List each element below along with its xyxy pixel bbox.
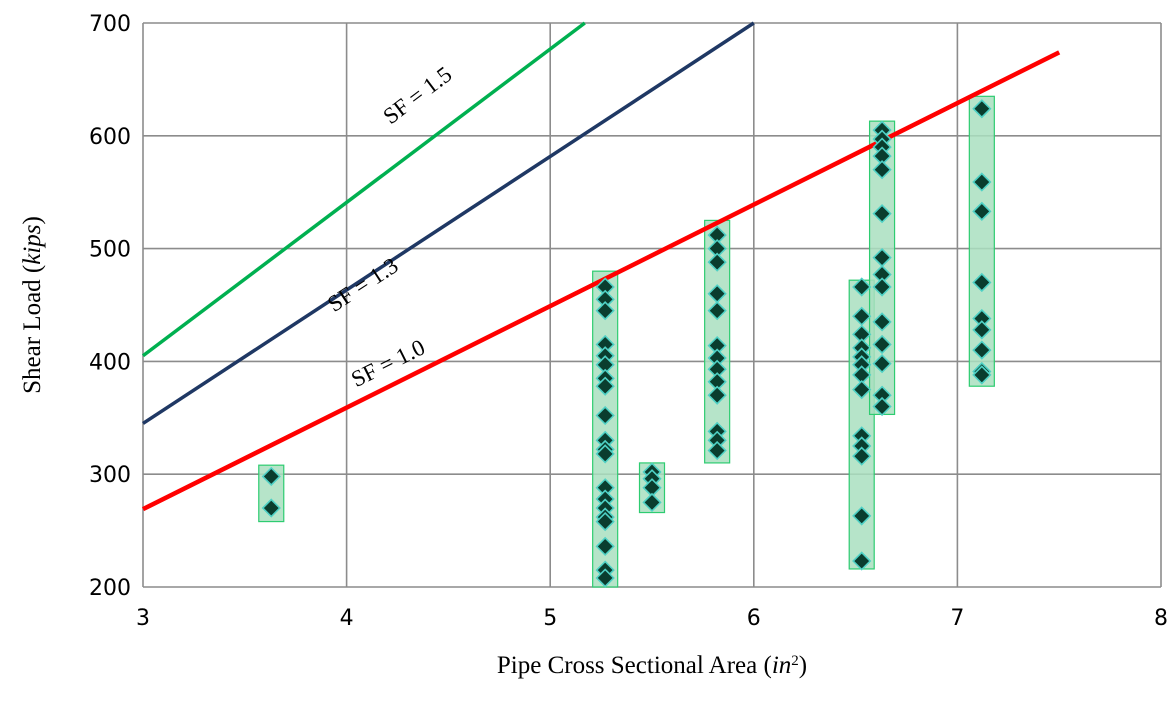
line-labels: SF = 1.5 SF = 1.3 SF = 1.0 [323,62,456,392]
data-point-marker [595,511,615,532]
data-point-marker [972,99,992,119]
data-point-marker [595,405,615,426]
sf-line-label: SF = 1.0 [347,334,429,392]
sf-line-label: SF = 1.3 [323,253,403,317]
sf-line [141,21,586,358]
y-tick-label: 300 [89,463,131,488]
data-point-marker [852,551,872,571]
data-point-marker [707,301,727,321]
x-axis-title: Pipe Cross Sectional Area (in2) [497,652,807,679]
data-point-marker [972,320,992,340]
x-tick-label: 3 [136,606,150,631]
tick-labels: 3 4 5 6 7 8 200 300 400 500 600 700 [89,12,1168,631]
data-point-marker [872,277,892,297]
data-point-marker [872,160,892,180]
data-point-marker [595,376,615,396]
safety-factor-lines [141,21,1061,512]
sf-line [142,21,755,425]
x-tick-label: 5 [543,606,557,631]
range-box [592,270,619,588]
data-point-marker [852,446,872,466]
data-point-marker [972,340,992,360]
x-tick-label: 8 [1154,606,1168,631]
y-tick-label: 600 [89,125,131,150]
data-point-marker [261,498,281,518]
data-point-marker [852,506,872,526]
x-tick-label: 7 [950,606,964,631]
data-point-marker [852,379,872,400]
sf-line [141,50,1061,512]
y-tick-label: 500 [89,238,131,263]
data-point-marker [707,440,727,461]
data-point-marker [642,492,662,513]
data-point-marker [595,301,615,321]
data-point-marker [872,396,892,417]
data-point-marker [872,204,892,224]
sf-line-label: SF = 1.5 [378,62,456,129]
y-tick-label: 700 [89,12,131,37]
y-tick-label: 400 [89,350,131,375]
data-point-marker [972,365,992,385]
data-point-marker [972,272,992,293]
y-tick-label: 200 [89,576,131,601]
data-points [261,99,992,588]
x-tick-label: 6 [747,606,761,631]
x-tick-label: 4 [340,606,354,631]
data-point-marker [595,568,615,588]
data-point-marker [707,385,727,405]
data-point-marker [972,172,992,192]
data-point-marker [872,312,892,332]
data-point-marker [595,444,615,464]
data-point-marker [872,334,892,355]
y-axis-title: Shear Load (kips) [19,216,46,394]
data-point-marker [872,354,892,374]
data-point-marker [261,466,281,487]
data-point-marker [852,277,872,297]
data-point-marker [595,536,615,557]
data-point-marker [972,201,992,222]
data-point-marker [707,252,727,272]
